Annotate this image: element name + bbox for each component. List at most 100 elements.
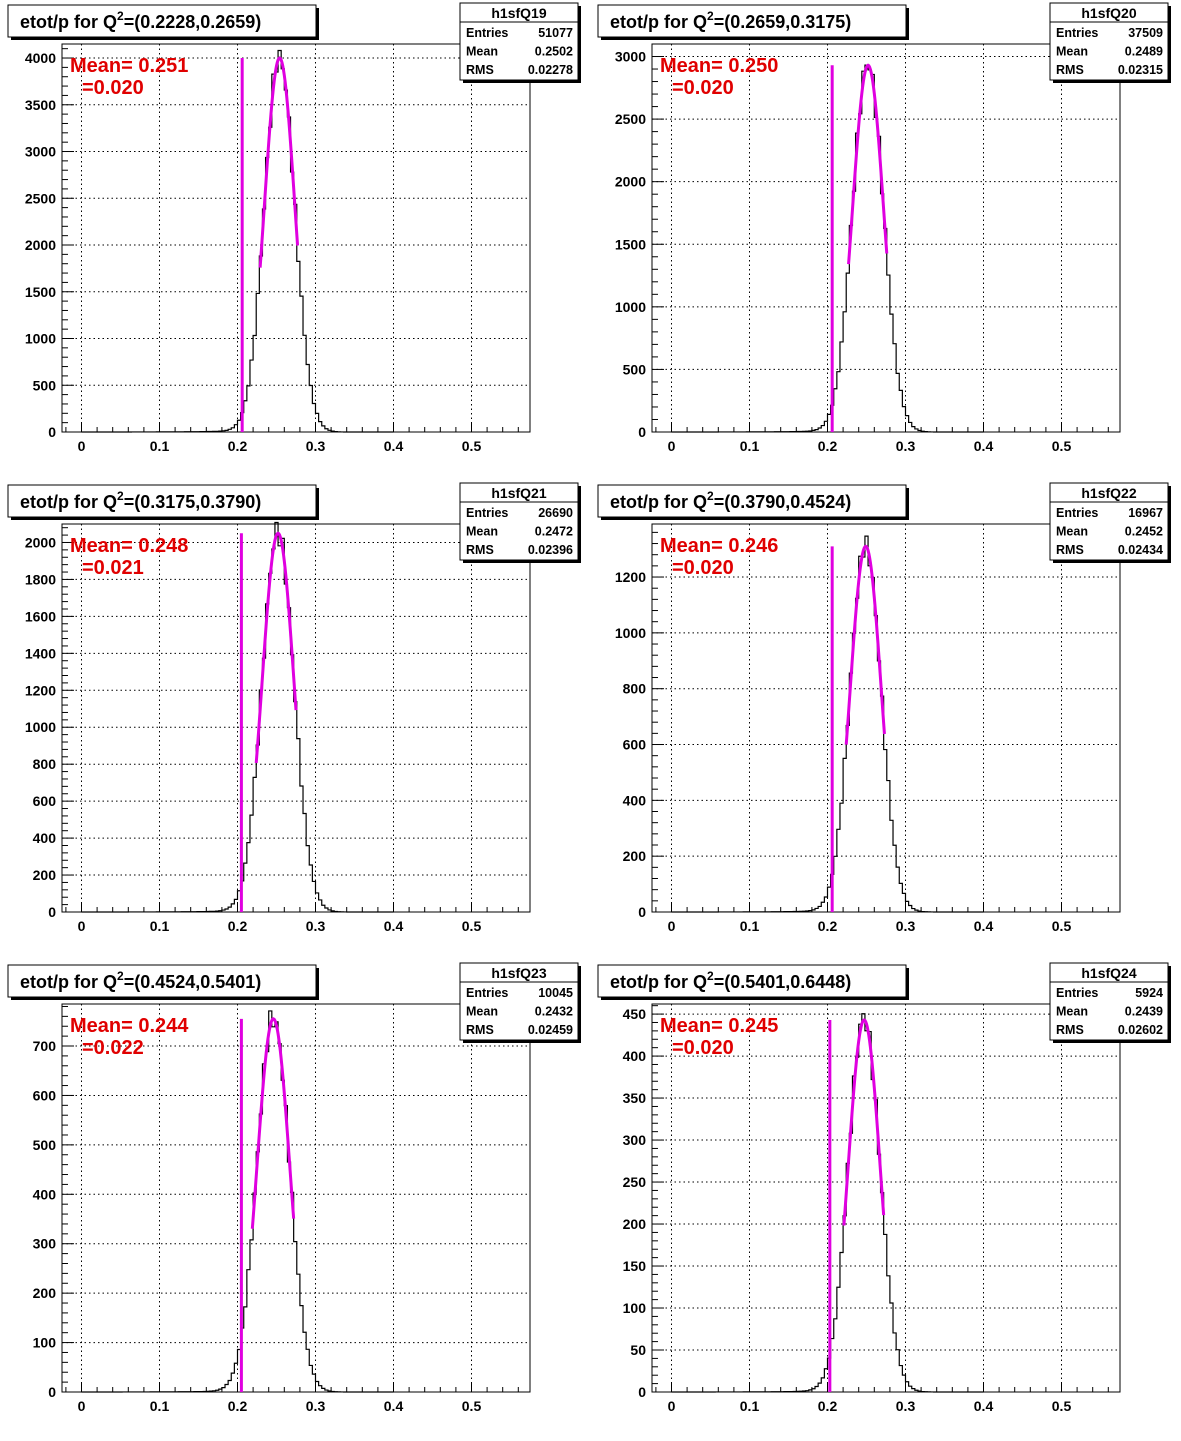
stats-label: RMS: [1056, 63, 1084, 77]
histogram-series: [670, 535, 984, 913]
stats-value: 0.2489: [1125, 45, 1163, 59]
y-tick-label: 400: [33, 830, 57, 846]
stats-label: Entries: [466, 986, 508, 1000]
stats-box: [1049, 2, 1169, 81]
x-tick-label: 0.2: [228, 438, 248, 454]
y-tick-label: 400: [623, 1048, 647, 1064]
histogram-series: [670, 1013, 984, 1393]
mean-annotation: Mean= 0.244: [70, 1015, 189, 1037]
x-tick-label: 0.2: [818, 918, 838, 934]
x-tick-label: 0.5: [462, 918, 482, 934]
title-superscript: 2: [707, 9, 714, 23]
histogram-series: [670, 64, 984, 433]
y-tick-label: 500: [33, 377, 57, 393]
y-tick-label: 200: [623, 848, 647, 864]
gaussian-fit-curve: [847, 63, 889, 265]
x-tick-label: 0.2: [818, 438, 838, 454]
stats-label: Mean: [1056, 45, 1088, 59]
title-box: [597, 484, 907, 518]
x-tick-label: 0.2: [228, 1398, 248, 1414]
y-tick-label: 0: [48, 424, 56, 440]
y-tick-label: 1500: [25, 284, 56, 300]
x-tick-label: 0.3: [306, 918, 326, 934]
mean-annotation: Mean= 0.248: [70, 535, 188, 557]
sigma-annotation: =0.020: [672, 77, 734, 99]
stats-value: 37509: [1128, 26, 1163, 40]
y-tick-label: 2000: [25, 534, 56, 550]
x-tick-label: 0.1: [150, 438, 170, 454]
stats-value: 0.02396: [528, 543, 573, 557]
stats-value: 51077: [538, 26, 573, 40]
y-tick-label: 200: [33, 867, 57, 883]
stats-label: Entries: [1056, 986, 1098, 1000]
y-tick-label: 3000: [25, 144, 56, 160]
stats-box: [1049, 482, 1169, 561]
y-tick-label: 600: [33, 1087, 57, 1103]
x-tick-label: 0: [78, 918, 86, 934]
plot-frame: [61, 1003, 531, 1393]
histogram-panel: 0 0.1 0.2 0.3 0.4 0.5 0 500 1000 1500 2000 2500 3000…: [597, 2, 1171, 454]
y-tick-label: 0: [638, 424, 646, 440]
y-tick-label: 1000: [25, 331, 56, 347]
x-tick-label: 0.5: [462, 438, 482, 454]
stats-value: 26690: [538, 506, 573, 520]
x-tick-label: 0.2: [818, 1398, 838, 1414]
y-tick-label: 200: [623, 1216, 647, 1232]
stats-value: 0.02315: [1118, 63, 1163, 77]
x-tick-label: 0.5: [1052, 1398, 1072, 1414]
title-prefix: etot/p for Q: [20, 12, 117, 32]
title-superscript: 2: [117, 969, 124, 983]
stats-value: 0.02602: [1118, 1023, 1163, 1037]
title-range: =(0.4524,0.5401): [124, 972, 262, 992]
y-tick-label: 4000: [25, 50, 56, 66]
title-range: =(0.5401,0.6448): [714, 972, 852, 992]
stats-value: 5924: [1135, 986, 1163, 1000]
stats-value: 0.2472: [535, 525, 573, 539]
stats-label: Mean: [1056, 1005, 1088, 1019]
y-tick-label: 150: [623, 1258, 647, 1274]
title-range: =(0.2659,0.3175): [714, 12, 852, 32]
y-tick-label: 1500: [615, 236, 646, 252]
x-tick-label: 0.3: [306, 1398, 326, 1414]
title-prefix: etot/p for Q: [20, 972, 117, 992]
stats-box: [459, 482, 579, 561]
y-tick-label: 1000: [615, 299, 646, 315]
plot-frame: [651, 523, 1121, 913]
y-tick-label: 1800: [25, 571, 56, 587]
y-tick-label: 500: [623, 361, 647, 377]
histogram-series: [80, 49, 394, 433]
y-tick-label: 800: [33, 756, 57, 772]
chart-title: etot/p for Q2=(0.2659,0.3175): [610, 9, 851, 32]
title-range: =(0.3790,0.4524): [714, 492, 852, 512]
chart-title: etot/p for Q2=(0.4524,0.5401): [20, 969, 261, 992]
stats-value: 10045: [538, 986, 573, 1000]
stats-value: 0.2452: [1125, 525, 1163, 539]
y-tick-label: 350: [623, 1090, 647, 1106]
gaussian-fit-curve: [258, 56, 300, 268]
stats-value: 0.2502: [535, 45, 573, 59]
stats-box: [1049, 962, 1169, 1041]
title-box: [597, 964, 907, 998]
title-box: [7, 4, 317, 38]
y-tick-label: 600: [33, 793, 57, 809]
y-tick-label: 500: [33, 1137, 57, 1153]
stats-value: 16967: [1128, 506, 1163, 520]
x-tick-label: 0.5: [1052, 438, 1072, 454]
x-tick-label: 0.1: [740, 438, 760, 454]
title-prefix: etot/p for Q: [20, 492, 117, 512]
histogram-series: [80, 521, 394, 913]
x-tick-label: 0.4: [384, 918, 404, 934]
x-tick-label: 0: [668, 438, 676, 454]
chart-title: etot/p for Q2=(0.5401,0.6448): [610, 969, 851, 992]
stats-name: h1sfQ22: [1081, 485, 1136, 501]
stats-name: h1sfQ20: [1081, 5, 1136, 21]
y-tick-label: 0: [48, 904, 56, 920]
stats-value: 0.2432: [535, 1005, 573, 1019]
stats-label: RMS: [1056, 543, 1084, 557]
y-tick-label: 2500: [25, 190, 56, 206]
gaussian-fit-curve: [250, 1017, 296, 1229]
y-tick-label: 400: [33, 1186, 57, 1202]
histogram-panel: 0 0.1 0.2 0.3 0.4 0.5 0 500 1000 1500 2000 2500 3000…: [7, 2, 581, 454]
y-tick-label: 50: [630, 1342, 646, 1358]
y-tick-label: 0: [638, 1384, 646, 1400]
